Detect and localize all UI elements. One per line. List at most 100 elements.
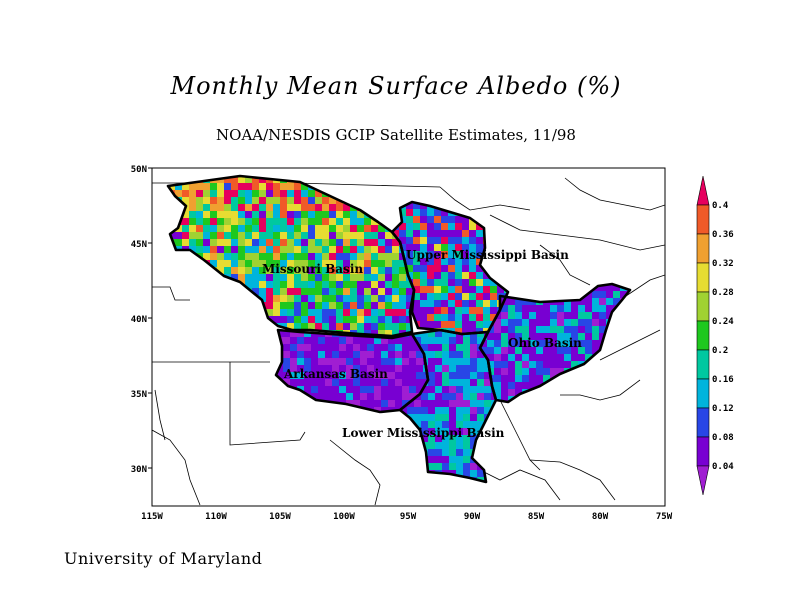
albedo-cell [578, 354, 586, 362]
albedo-cell [343, 253, 351, 261]
albedo-cell [245, 225, 253, 233]
albedo-cell [231, 225, 239, 233]
albedo-cell [308, 295, 316, 303]
albedo-cell [308, 281, 316, 289]
albedo-cell [463, 372, 471, 380]
albedo-cell [259, 232, 267, 240]
albedo-cell [294, 274, 302, 282]
albedo-cell [463, 456, 471, 464]
albedo-cell [463, 379, 471, 387]
albedo-cell [378, 309, 386, 317]
albedo-cell [287, 295, 295, 303]
albedo-cell [325, 393, 333, 401]
albedo-cell [182, 183, 190, 191]
albedo-cell [477, 386, 485, 394]
albedo-cell [456, 442, 464, 450]
albedo-cell [360, 351, 368, 359]
albedo-cell [196, 211, 204, 219]
albedo-cell [294, 204, 302, 212]
albedo-cell [550, 368, 558, 376]
albedo-cell [336, 274, 344, 282]
albedo-cell [325, 351, 333, 359]
albedo-cell [231, 239, 239, 247]
albedo-cell [367, 358, 375, 366]
albedo-cell [287, 204, 295, 212]
albedo-cell [210, 204, 218, 212]
albedo-cell [287, 288, 295, 296]
albedo-cell [578, 319, 586, 327]
albedo-cell [435, 372, 443, 380]
albedo-cell [543, 305, 551, 313]
albedo-cell [490, 307, 498, 315]
albedo-cell [434, 209, 442, 217]
albedo-cell [592, 333, 600, 341]
albedo-cell [449, 393, 457, 401]
albedo-cell [308, 267, 316, 275]
albedo-cell [210, 253, 218, 261]
albedo-cell [449, 456, 457, 464]
albedo-cell [406, 323, 414, 331]
albedo-cell [252, 281, 260, 289]
albedo-cell [259, 253, 267, 261]
albedo-cell [501, 354, 509, 362]
basin-label-missouri: Missouri Basin [262, 262, 363, 276]
albedo-cell [339, 337, 347, 345]
albedo-cell [273, 246, 281, 254]
albedo-cell [231, 204, 239, 212]
albedo-cell [371, 316, 379, 324]
albedo-cell [245, 232, 253, 240]
albedo-cell [245, 176, 253, 184]
albedo-cell [550, 312, 558, 320]
albedo-cell [332, 372, 340, 380]
albedo-cell [477, 379, 485, 387]
albedo-cell [367, 351, 375, 359]
albedo-cell [329, 204, 337, 212]
albedo-cell [456, 435, 464, 443]
albedo-cell [455, 279, 463, 287]
albedo-cell [442, 442, 450, 450]
albedo-cell [371, 323, 379, 331]
albedo-cell [266, 239, 274, 247]
albedo-cell [571, 305, 579, 313]
albedo-cell [273, 316, 281, 324]
albedo-cell [536, 354, 544, 362]
albedo-cell [343, 288, 351, 296]
albedo-cell [350, 218, 358, 226]
albedo-cell [406, 265, 414, 273]
albedo-cell [427, 230, 435, 238]
albedo-cell [322, 316, 330, 324]
color-legend-label: 0.32 [712, 259, 734, 269]
albedo-cell [336, 232, 344, 240]
albedo-cell [449, 330, 457, 338]
albedo-cell [357, 218, 365, 226]
albedo-cell [374, 407, 382, 412]
albedo-cell [266, 190, 274, 198]
color-legend-label: 0.12 [712, 404, 734, 414]
albedo-cell [441, 279, 449, 287]
albedo-cell [491, 393, 496, 401]
albedo-cell [217, 246, 225, 254]
albedo-cell [448, 265, 456, 273]
albedo-cell [367, 379, 375, 387]
albedo-cell [476, 237, 484, 245]
albedo-cell [339, 365, 347, 373]
albedo-cell [329, 288, 337, 296]
albedo-cell [414, 400, 422, 408]
albedo-cell [585, 326, 593, 334]
color-legend-label: 0.4 [712, 201, 729, 211]
albedo-cell [322, 288, 330, 296]
albedo-cell [395, 365, 403, 373]
albedo-cell [483, 300, 491, 308]
albedo-cell [455, 286, 463, 294]
albedo-cell [304, 337, 312, 345]
albedo-cell [336, 323, 344, 331]
albedo-cell [522, 305, 530, 313]
albedo-cell [266, 232, 274, 240]
albedo-cell [360, 400, 368, 408]
albedo-cell [322, 309, 330, 317]
color-swatch [696, 407, 710, 438]
albedo-cell [421, 344, 429, 352]
albedo-cell [487, 361, 495, 369]
albedo-cell [301, 281, 309, 289]
albedo-cell [287, 246, 295, 254]
